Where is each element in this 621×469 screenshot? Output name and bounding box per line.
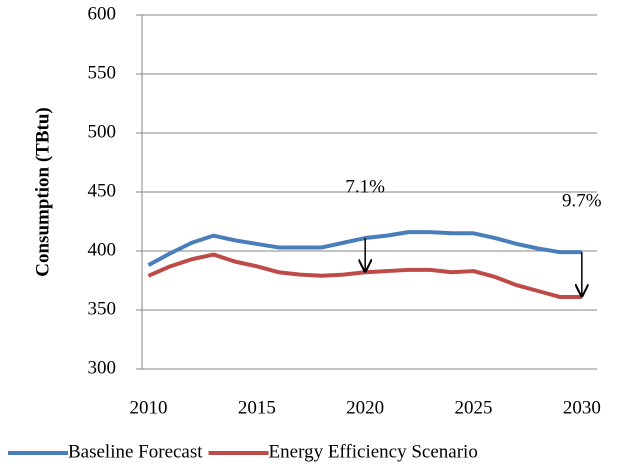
legend-label: Baseline Forecast: [68, 441, 203, 462]
y-axis-label: Consumption (TBtu): [32, 107, 53, 276]
x-tick-label: 2020: [346, 397, 384, 418]
x-tick-label: 2010: [130, 397, 168, 418]
x-tick-label: 2015: [238, 397, 276, 418]
annotation: 7.1%: [345, 176, 385, 197]
legend-label: Energy Efficiency Scenario: [269, 441, 478, 462]
y-tick-label: 300: [88, 357, 117, 378]
x-tick-label: 2025: [455, 397, 493, 418]
y-tick-label: 500: [88, 121, 117, 142]
x-tick-label: 2030: [563, 397, 601, 418]
annotation: 9.7%: [562, 191, 602, 212]
y-tick-label: 450: [88, 180, 117, 201]
y-tick-label: 400: [88, 239, 117, 260]
y-tick-label: 600: [88, 3, 117, 24]
y-tick-label: 350: [88, 298, 117, 319]
y-tick-label: 550: [88, 62, 117, 83]
